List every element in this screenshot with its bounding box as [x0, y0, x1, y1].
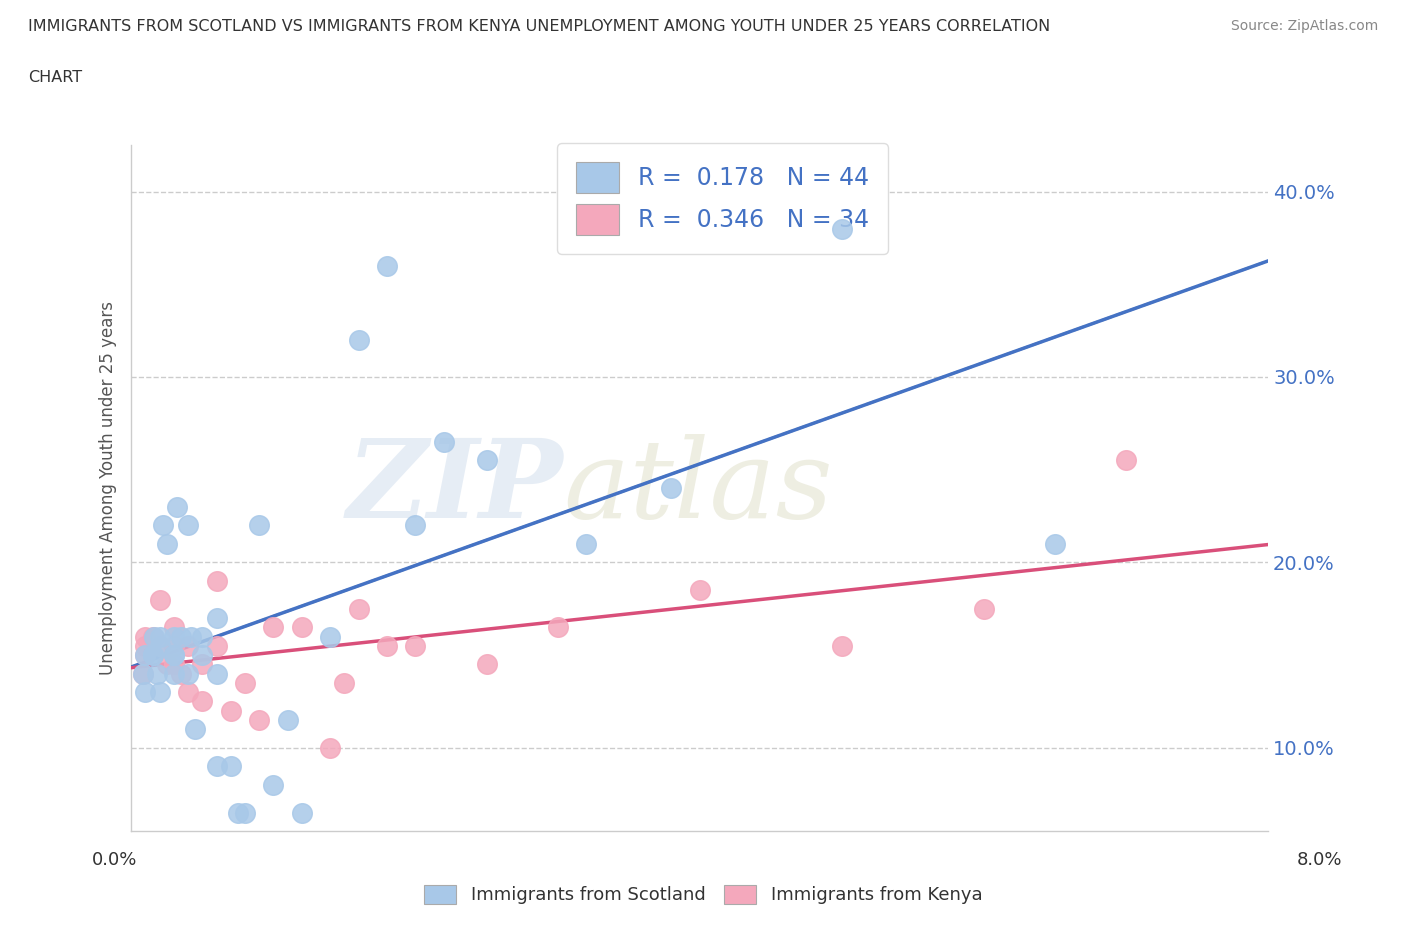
Point [205, 638, 228, 653]
Text: Source: ZipAtlas.com: Source: ZipAtlas.com [1230, 19, 1378, 33]
Point [973, 602, 995, 617]
Point [205, 574, 228, 589]
Point [184, 722, 207, 737]
Point [166, 499, 188, 514]
Point [233, 805, 256, 820]
Point [405, 518, 427, 533]
Text: CHART: CHART [28, 70, 82, 85]
Point [575, 537, 598, 551]
Legend: R =  0.178   N = 44, R =  0.346   N = 34: R = 0.178 N = 44, R = 0.346 N = 34 [557, 143, 887, 254]
Text: 8.0%: 8.0% [1298, 851, 1343, 869]
Point [177, 684, 200, 699]
Point [163, 657, 186, 671]
Point [475, 657, 498, 671]
Point [375, 638, 398, 653]
Point [205, 666, 228, 681]
Point [149, 638, 172, 653]
Point [180, 630, 202, 644]
Point [319, 740, 342, 755]
Point [149, 638, 172, 653]
Point [170, 666, 193, 681]
Point [689, 583, 711, 598]
Point [277, 712, 299, 727]
Point [405, 638, 427, 653]
Point [134, 647, 156, 662]
Point [233, 675, 256, 690]
Point [177, 666, 200, 681]
Text: ZIP: ZIP [347, 434, 564, 542]
Point [375, 259, 398, 273]
Point [131, 666, 153, 681]
Point [134, 684, 156, 699]
Point [149, 684, 172, 699]
Point [163, 630, 186, 644]
Point [191, 657, 214, 671]
Point [247, 712, 270, 727]
Point [177, 638, 200, 653]
Point [219, 759, 242, 774]
Point [152, 518, 174, 533]
Point [291, 805, 314, 820]
Point [131, 666, 153, 681]
Point [163, 620, 186, 635]
Point [247, 518, 270, 533]
Point [291, 620, 314, 635]
Point [433, 434, 456, 449]
Point [347, 602, 370, 617]
Point [831, 638, 853, 653]
Point [156, 537, 179, 551]
Point [149, 630, 172, 644]
Point [134, 630, 156, 644]
Point [547, 620, 569, 635]
Text: IMMIGRANTS FROM SCOTLAND VS IMMIGRANTS FROM KENYA UNEMPLOYMENT AMONG YOUTH UNDER: IMMIGRANTS FROM SCOTLAND VS IMMIGRANTS F… [28, 19, 1050, 33]
Point [146, 666, 169, 681]
Point [347, 332, 370, 347]
Point [205, 759, 228, 774]
Point [191, 630, 214, 644]
Point [143, 630, 166, 644]
Point [156, 657, 179, 671]
Point [262, 620, 284, 635]
Point [1043, 537, 1066, 551]
Legend: Immigrants from Scotland, Immigrants from Kenya: Immigrants from Scotland, Immigrants fro… [416, 878, 990, 911]
Point [134, 638, 156, 653]
Point [191, 694, 214, 709]
Point [170, 630, 193, 644]
Point [226, 805, 249, 820]
Point [163, 638, 186, 653]
Point [163, 647, 186, 662]
Point [142, 647, 165, 662]
Point [149, 592, 172, 607]
Y-axis label: Unemployment Among Youth under 25 years: Unemployment Among Youth under 25 years [100, 301, 117, 675]
Point [177, 518, 200, 533]
Point [163, 647, 186, 662]
Text: 0.0%: 0.0% [91, 851, 136, 869]
Point [831, 221, 853, 236]
Point [319, 630, 342, 644]
Point [191, 647, 214, 662]
Point [219, 703, 242, 718]
Point [205, 611, 228, 626]
Point [142, 630, 165, 644]
Text: atlas: atlas [564, 434, 832, 542]
Point [1115, 453, 1137, 468]
Point [659, 481, 682, 496]
Point [142, 647, 165, 662]
Point [333, 675, 356, 690]
Point [475, 453, 498, 468]
Point [262, 777, 284, 792]
Point [163, 666, 186, 681]
Point [134, 647, 156, 662]
